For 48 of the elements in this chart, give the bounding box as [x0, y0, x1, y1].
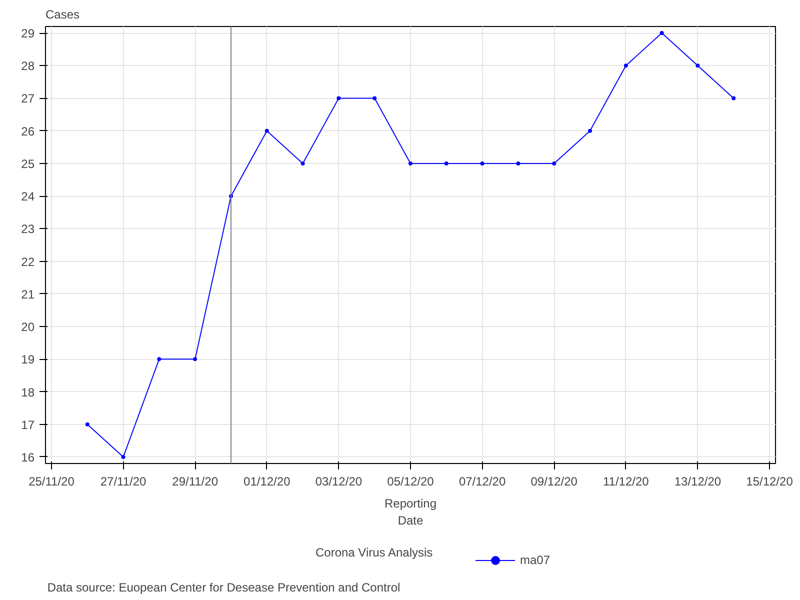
y-tick-label: 22: [21, 254, 35, 269]
x-tick-label: 03/12/20: [315, 474, 362, 488]
y-tick-label: 21: [21, 287, 35, 302]
point: [264, 128, 269, 133]
legend-label: ma07: [520, 553, 550, 567]
point: [300, 161, 305, 166]
point: [732, 96, 736, 100]
point: [588, 128, 592, 133]
y-tick-label: 27: [21, 92, 35, 106]
x-tick-label: 27/11/20: [100, 474, 147, 488]
x-tick-label: 05/12/20: [387, 474, 434, 488]
point: [444, 161, 448, 166]
point: [372, 96, 377, 100]
point: [552, 161, 556, 166]
point: [121, 454, 126, 459]
point: [85, 422, 90, 426]
point: [516, 161, 520, 166]
point: [624, 64, 628, 68]
point: [660, 31, 664, 36]
y-tick-label: 17: [21, 418, 35, 432]
x-tick-label: 09/12/20: [530, 474, 578, 488]
point: [480, 161, 484, 166]
x-tick-label: 13/12/20: [674, 474, 722, 488]
y-tick-label: 28: [21, 59, 35, 74]
y-axis-title: Cases: [46, 8, 80, 22]
y-tick-label: 23: [21, 222, 35, 236]
y-tick-label: 20: [21, 320, 35, 334]
y-tick-label: 18: [21, 385, 35, 400]
x-tick-label: 29/11/20: [172, 474, 218, 488]
x-axis-title: Reporting Date: [384, 496, 437, 528]
x-tick-label: 11/12/20: [603, 474, 650, 488]
x-tick-label: 07/12/20: [458, 474, 506, 488]
y-tick-label: 24: [21, 190, 35, 204]
point: [696, 64, 700, 68]
x-tick-label: 15/12/20: [746, 474, 794, 488]
y-tick-label: 19: [21, 352, 35, 367]
legend-title: Corona Virus Analysis: [315, 546, 433, 560]
x-tick-label: 01/12/20: [244, 474, 291, 488]
y-tick-label: 26: [21, 124, 35, 138]
source-note: Data source: Euopean Center for Desease Prevention and Control: [47, 580, 400, 594]
y-tick-label: 25: [21, 156, 35, 171]
x-tick-label: 25/11/20: [28, 474, 75, 488]
point: [408, 161, 412, 166]
y-tick-label: 29: [21, 26, 35, 41]
point: [336, 96, 341, 100]
y-tick-label: 16: [21, 450, 35, 464]
point: [193, 357, 198, 362]
point: [157, 357, 162, 362]
